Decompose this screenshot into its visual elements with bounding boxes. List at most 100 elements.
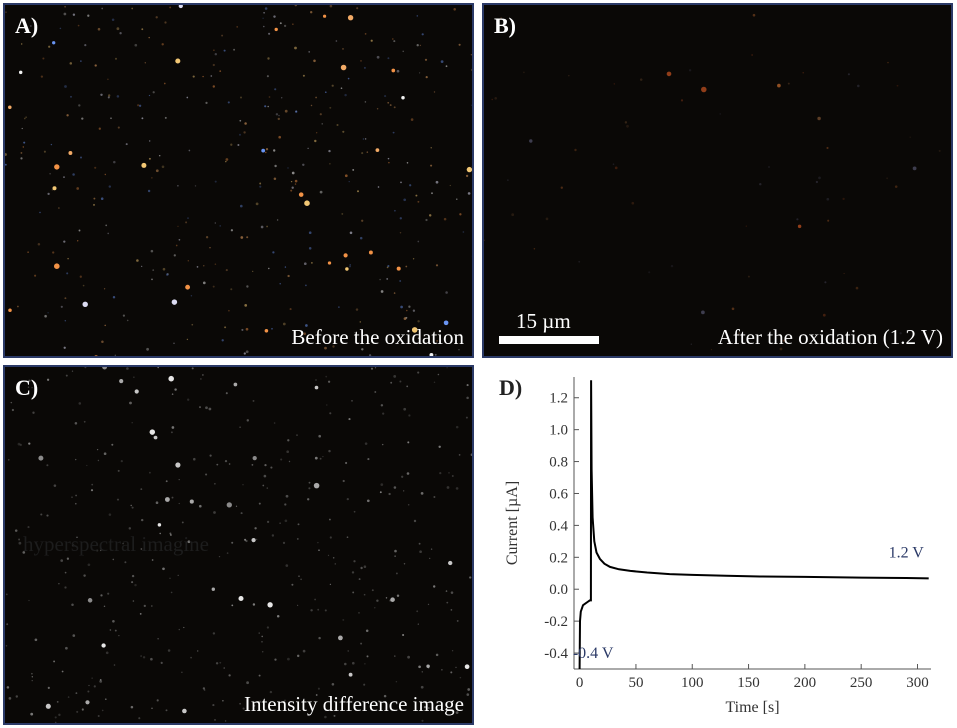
particle-dot [65, 374, 68, 377]
particle-dot [53, 660, 56, 663]
particle-dot [425, 218, 428, 222]
particle-dot [185, 284, 191, 290]
particle-dot [315, 96, 318, 99]
particle-dot [896, 84, 899, 87]
particle-dot [169, 532, 172, 535]
particle-dot [446, 486, 450, 489]
particle-dot [103, 452, 107, 456]
particle-dot [240, 96, 242, 99]
particle-dot [317, 608, 320, 611]
particle-dot [99, 678, 102, 681]
particle-dot [71, 603, 74, 607]
particle-dot [175, 58, 181, 64]
particle-dot [219, 225, 221, 227]
particle-dot [389, 104, 392, 107]
particle-dot [297, 523, 300, 526]
particle-dot [271, 534, 275, 537]
particle-dot [219, 661, 222, 664]
particle-dot [28, 379, 31, 382]
particle-dot [113, 664, 116, 666]
particle-dot [389, 599, 392, 602]
particle-dot [356, 7, 359, 10]
particle-dot [17, 305, 19, 308]
particle-dot [344, 662, 347, 666]
particle-dot [148, 36, 150, 39]
particle-dot [165, 480, 168, 483]
particle-dot [45, 703, 51, 709]
particle-dot [202, 281, 206, 285]
particle-dot [403, 407, 407, 411]
particle-dot [887, 61, 889, 64]
particle-dot [31, 672, 33, 675]
particle-dot [82, 301, 88, 308]
particle-dot [360, 60, 362, 62]
particle-dot [236, 26, 239, 28]
particle-dot [817, 116, 821, 121]
particle-dot [670, 264, 674, 268]
particle-dot [130, 504, 132, 507]
particle-dot [274, 27, 278, 32]
particle-dot [71, 544, 75, 547]
particle-dot [428, 707, 430, 709]
particle-dot [8, 697, 12, 700]
particle-dot [116, 498, 120, 501]
particle-dot [244, 304, 248, 307]
particle-dot [352, 661, 355, 665]
particle-dot [855, 286, 859, 290]
particle-dot [104, 173, 107, 176]
particle-dot [401, 475, 404, 478]
particle-dot [214, 52, 218, 56]
particle-dot [347, 650, 349, 652]
particle-dot [138, 717, 141, 720]
particle-dot [363, 565, 367, 568]
particle-dot [214, 483, 216, 485]
particle-dot [324, 346, 327, 350]
particle-dot [54, 263, 60, 270]
particle-dot [86, 464, 88, 467]
particle-dot [48, 45, 51, 48]
current-series-line [578, 380, 929, 670]
particle-dot [158, 154, 161, 157]
particle-dot [776, 356, 780, 358]
particle-dot [455, 666, 457, 669]
particle-dot [60, 559, 64, 562]
particle-dot [245, 350, 249, 354]
particle-dot [131, 7, 134, 10]
particle-dot [361, 152, 364, 155]
particle-dot [307, 147, 309, 149]
particle-dot [745, 225, 747, 227]
particle-dot [134, 583, 137, 587]
particle-dot [361, 219, 364, 222]
particle-dot [5, 645, 8, 647]
particle-dot [246, 419, 250, 422]
particle-dot [731, 307, 735, 311]
particle-dot [366, 151, 369, 153]
particle-dot [471, 165, 472, 167]
particle-dot [802, 72, 804, 74]
particle-dot [88, 684, 90, 687]
particle-dot [899, 332, 902, 335]
particle-dot [274, 88, 277, 91]
particle-dot [202, 374, 204, 376]
particle-dot [112, 558, 115, 561]
particle-dot [255, 356, 258, 358]
particle-dot [22, 146, 24, 148]
particle-dot [52, 186, 57, 191]
particle-dot [187, 260, 189, 262]
particle-dot [428, 724, 431, 725]
particle-dot [909, 136, 911, 139]
particle-dot [294, 46, 297, 50]
particle-dot [216, 463, 219, 466]
particle-dot [15, 695, 19, 698]
particle-dot [264, 329, 269, 333]
particle-dot [181, 671, 183, 674]
particle-dot [133, 376, 135, 378]
particle-dot [151, 177, 153, 179]
particle-dot [230, 143, 233, 146]
particle-dot [409, 184, 412, 187]
particle-dot [44, 314, 47, 318]
particle-dot [157, 367, 160, 369]
particle-dot [169, 577, 171, 579]
particle-dot [18, 70, 23, 75]
particle-dot [58, 713, 61, 717]
